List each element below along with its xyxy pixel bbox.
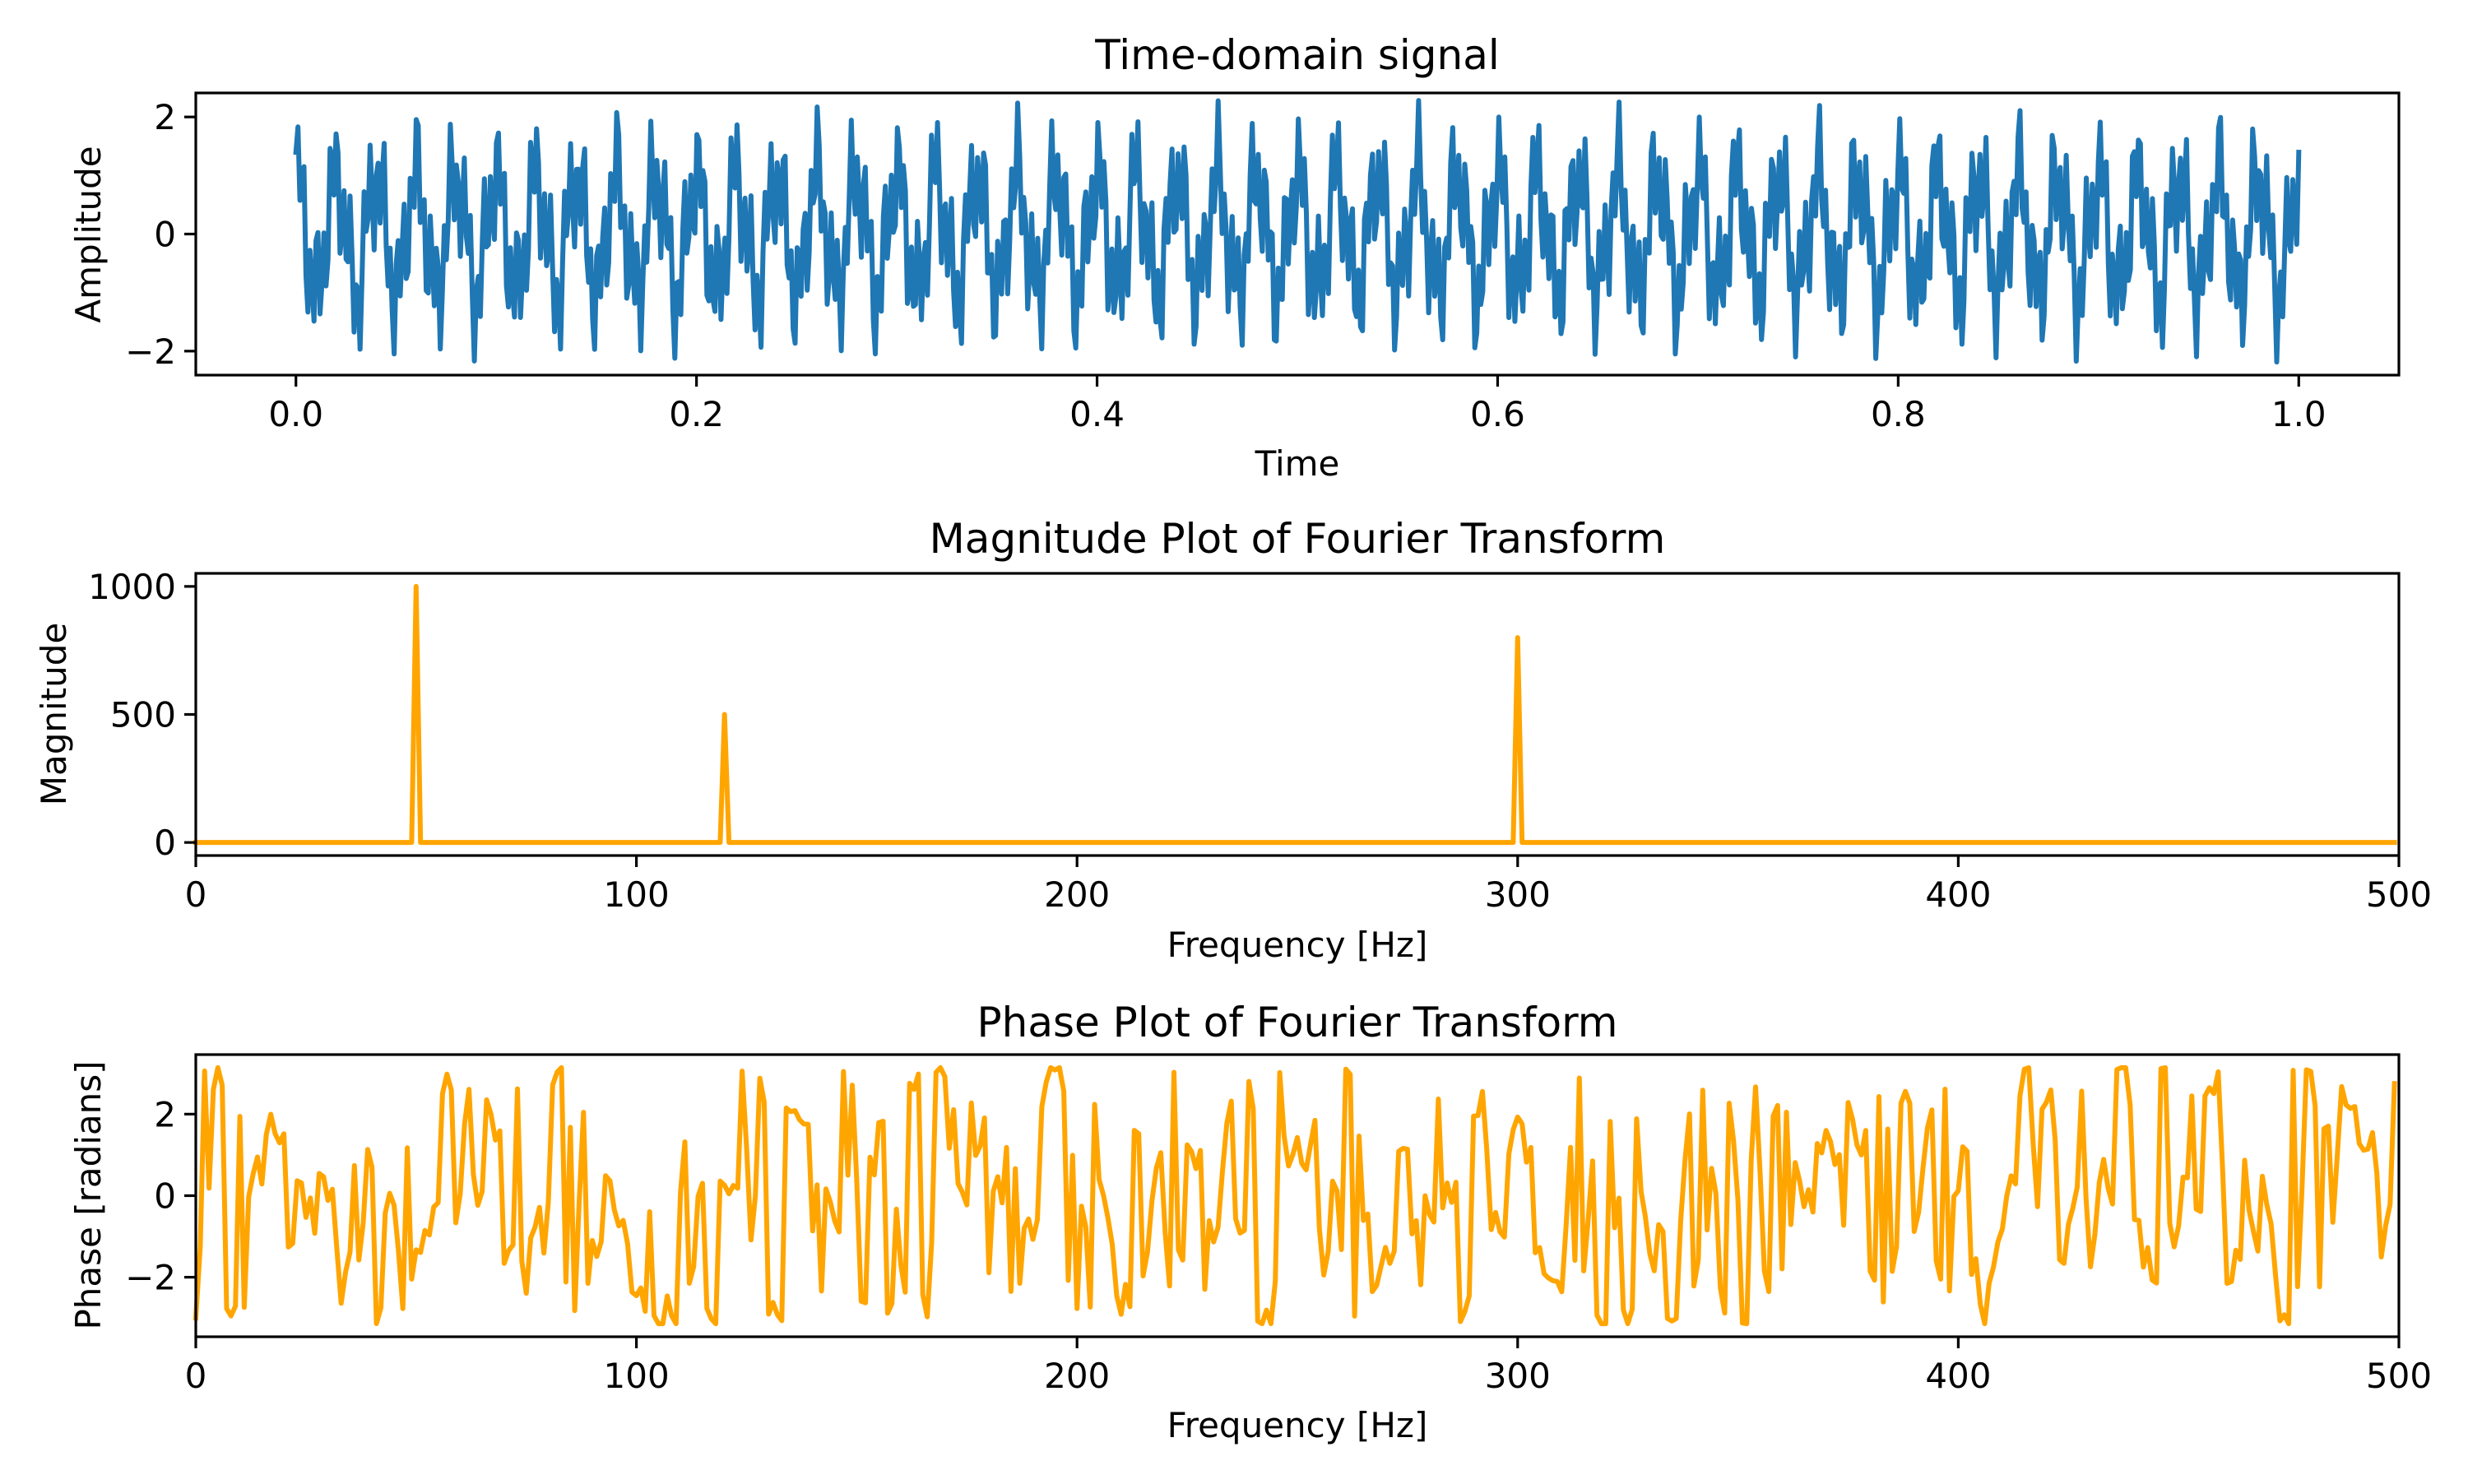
x-tick-label: 300: [1485, 874, 1551, 915]
x-tick-label: 0: [185, 874, 207, 915]
x-tick-label: 0.8: [1871, 394, 1926, 434]
y-tick-label: 0: [154, 215, 176, 255]
series-line: [193, 1064, 2397, 1327]
time-domain-title: Time-domain signal: [1094, 31, 1499, 79]
y-tick-label: 2: [154, 1094, 176, 1134]
y-tick-label: 0: [154, 1176, 176, 1217]
y-tick-label: 0: [154, 823, 176, 863]
magnitude-x-ticks: 0 100 200 300 400 500: [185, 856, 2432, 915]
time-domain-y-ticks: −2 0 2: [125, 97, 196, 372]
phase-title: Phase Plot of Fourier Transform: [977, 999, 1617, 1046]
time-domain-y-label: Amplitude: [68, 146, 109, 322]
series-line: [293, 98, 2302, 365]
x-tick-label: 500: [2366, 874, 2432, 915]
x-tick-label: 300: [1485, 1356, 1551, 1396]
x-tick-label: 0.2: [669, 394, 724, 434]
x-tick-label: 200: [1044, 1356, 1110, 1396]
magnitude-title: Magnitude Plot of Fourier Transform: [930, 515, 1666, 563]
magnitude-subplot: Magnitude Plot of Fourier Transform 0 100…: [34, 515, 2432, 965]
x-tick-label: 0.6: [1470, 394, 1525, 434]
y-tick-label: −2: [125, 332, 176, 372]
magnitude-x-label: Frequency [Hz]: [1167, 925, 1428, 965]
phase-x-label: Frequency [Hz]: [1167, 1405, 1428, 1445]
y-tick-label: 2: [154, 97, 176, 137]
magnitude-axes-frame: [194, 572, 2401, 857]
y-tick-label: 1000: [88, 567, 176, 607]
phase-line: [193, 1064, 2397, 1327]
x-tick-label: 100: [604, 1356, 670, 1396]
x-tick-label: 400: [1925, 1356, 1991, 1396]
x-tick-label: 400: [1925, 874, 1991, 915]
time-domain-line: [293, 98, 2302, 365]
magnitude-line: [193, 583, 2397, 846]
x-tick-label: 0.0: [268, 394, 323, 434]
phase-subplot: Phase Plot of Fourier Transform 0 100 200 3…: [68, 999, 2432, 1445]
y-tick-label: 500: [110, 695, 176, 735]
magnitude-y-label: Magnitude: [34, 623, 74, 806]
x-tick-label: 0: [185, 1356, 207, 1396]
x-tick-label: 500: [2366, 1356, 2432, 1396]
y-tick-label: −2: [125, 1258, 176, 1298]
phase-y-ticks: −2 0 2: [125, 1094, 196, 1298]
x-tick-label: 1.0: [2271, 394, 2327, 434]
magnitude-y-ticks: 0 500 1000: [88, 567, 196, 863]
time-domain-x-ticks: 0.0 0.2 0.4 0.6 0.8 1.0: [268, 375, 2327, 434]
time-domain-x-label: Time: [1255, 443, 1340, 484]
x-tick-label: 0.4: [1069, 394, 1125, 434]
x-tick-label: 100: [604, 874, 670, 915]
x-tick-label: 200: [1044, 874, 1110, 915]
phase-x-ticks: 0 100 200 300 400 500: [185, 1337, 2432, 1396]
phase-y-label: Phase [radians]: [68, 1060, 109, 1329]
time-domain-subplot: Time-domain signal 0.0 0.2 0.4 0.6 0.8 1.0 −2…: [68, 31, 2401, 484]
series-line: [193, 583, 2397, 846]
